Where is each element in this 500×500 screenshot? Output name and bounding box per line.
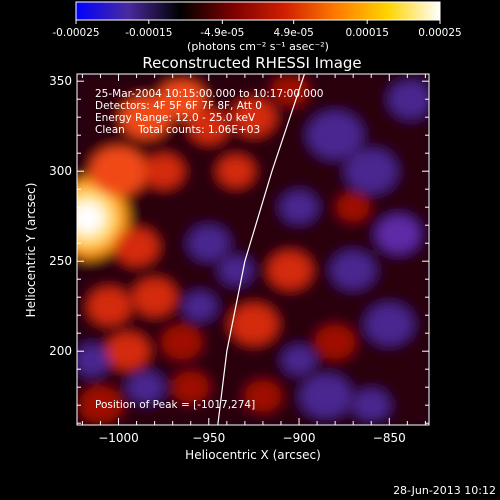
heatmap-blob — [280, 191, 318, 223]
annotation-detectors: Detectors: 4F 5F 6F 7F 8F, Att 0 — [95, 100, 262, 112]
colorbar-tick-label: -4.9e-05 — [200, 27, 244, 39]
colorbar-tick-label: 4.9e-05 — [274, 27, 314, 39]
x-tick-label: −900 — [283, 431, 316, 445]
y-tick-label: 300 — [49, 164, 72, 178]
colorbar-tick-label: 0.00025 — [418, 27, 461, 39]
heatmap-blob — [172, 371, 209, 403]
heatmap-peak — [77, 201, 105, 235]
colorbar-tick-label: -0.00015 — [125, 27, 172, 39]
heatmap-blob — [365, 304, 413, 345]
colorbar-tick-label: 0.00015 — [345, 27, 388, 39]
footer-date: 28-Jun-2013 10:12 — [393, 484, 496, 497]
heatmap-blob — [188, 109, 229, 144]
heatmap-blob — [232, 98, 276, 136]
colorbar-ticks: -0.00025 -0.00015 -4.9e-05 4.9e-05 0.00015 0.… — [52, 20, 462, 39]
heatmap-blob — [271, 74, 309, 106]
plot-frame — [76, 73, 430, 426]
heatmap-blob — [143, 154, 184, 189]
heatmap-blob — [105, 332, 150, 370]
heatmap-blob — [78, 386, 123, 424]
heatmap-blob — [244, 380, 281, 412]
heatmap-blob — [77, 344, 110, 376]
x-tick-label: −1000 — [98, 431, 139, 445]
heatmap-blob — [219, 256, 253, 285]
heatmap-blob — [183, 292, 216, 321]
heatmap-image — [77, 74, 429, 425]
chart-title: Reconstructed RHESSI Image — [142, 54, 361, 72]
solar-limb-curve — [217, 74, 306, 425]
heatmap-blob — [353, 389, 390, 421]
heatmap-blob — [120, 95, 171, 139]
annotation-counts: Clean Total counts: 1.06E+03 — [95, 124, 260, 136]
annotation-block: 25-Mar-2004 10:15:00.000 to 10:17:00.000… — [95, 88, 323, 136]
peak-position-label: Position of Peak = [-1017,274] — [95, 399, 255, 411]
y-tick-label: 350 — [49, 74, 72, 88]
annotation-energy: Energy Range: 12.0 - 25.0 keV — [95, 112, 256, 124]
heatmap-blob — [230, 304, 278, 345]
plot-area: −1000 −950 −900 −850 200 250 300 350 25-Mar-200… — [49, 73, 430, 445]
heatmap-blob — [127, 371, 164, 403]
heatmap-blob — [268, 251, 312, 289]
y-tick-label: 250 — [49, 254, 72, 268]
heatmap-blob — [336, 193, 370, 222]
annotation-time: 25-Mar-2004 10:15:00.000 to 10:17:00.000 — [95, 88, 323, 100]
heatmap-blob — [300, 374, 352, 418]
colorbar-units: (photons cm⁻² s⁻¹ asec⁻²) — [187, 40, 329, 53]
heatmap-blob — [132, 278, 177, 316]
x-tick-label: −950 — [192, 431, 225, 445]
heatmap-blob — [114, 228, 159, 266]
colorbar-strip — [75, 1, 441, 21]
heatmap-blob — [308, 112, 363, 159]
heatmap-blob — [158, 79, 206, 120]
x-tick-label: −850 — [373, 431, 406, 445]
heatmap-blob — [389, 80, 429, 118]
heatmap-blob — [89, 146, 148, 196]
heatmap-blob — [331, 251, 375, 289]
colorbar: -0.00025 -0.00015 -4.9e-05 4.9e-05 0.00015 0.… — [52, 1, 462, 53]
heatmap-blob — [188, 226, 229, 261]
y-tick-label: 200 — [49, 344, 72, 358]
heatmap-blob — [315, 325, 355, 360]
heatmap-blob — [282, 346, 316, 375]
heatmap-blob — [87, 287, 132, 325]
heatmap-blob — [376, 215, 420, 253]
y-axis-label: Heliocentric Y (arcsec) — [24, 183, 38, 318]
heatmap-blob — [217, 155, 254, 187]
colorbar-tick-label: -0.00025 — [52, 27, 99, 39]
axis-ticks: −1000 −950 −900 −850 200 250 300 350 — [49, 74, 429, 445]
x-axis-label: Heliocentric X (arcsec) — [185, 448, 321, 462]
heatmap-blob — [161, 325, 202, 360]
heatmap-blob — [345, 149, 397, 193]
